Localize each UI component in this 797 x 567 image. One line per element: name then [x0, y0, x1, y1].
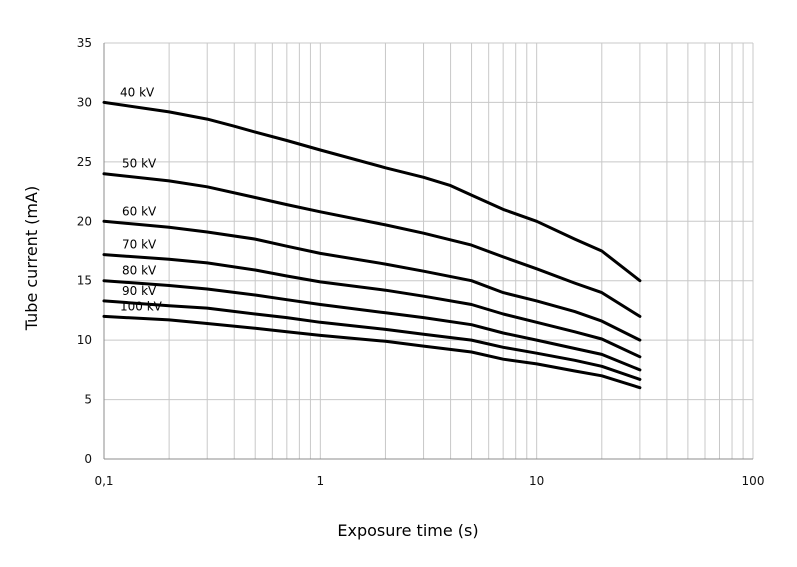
- x-tick-label: 100: [742, 474, 765, 488]
- series-label: 80 kV: [122, 264, 157, 278]
- y-tick-label: 15: [77, 274, 92, 288]
- series-line-90-kv: [102, 299, 642, 381]
- y-tick-label: 10: [77, 333, 92, 347]
- series-line-100-kv: [102, 314, 642, 390]
- y-tick-label: 25: [77, 155, 92, 169]
- x-axis-title: Exposure time (s): [337, 521, 478, 540]
- series-line-70-kv: [102, 253, 642, 359]
- series-lines: [102, 100, 642, 390]
- y-tick-label: 0: [84, 452, 92, 466]
- series-line-60-kv: [102, 219, 642, 342]
- series-label: 100 kV: [120, 299, 163, 313]
- y-tick-label: 30: [77, 95, 92, 109]
- series-label: 50 kV: [122, 157, 157, 171]
- series-line-80-kv: [102, 279, 642, 372]
- series-label: 40 kV: [120, 85, 155, 99]
- series-label: 90 kV: [122, 284, 157, 298]
- grid: [103, 42, 754, 460]
- axes: 0 5 10 15 20 25 30 35 0,1 1 10 100: [77, 36, 765, 488]
- series-line-40-kv: [102, 100, 642, 283]
- y-axis-title: Tube current (mA): [22, 186, 41, 331]
- series-label: 60 kV: [122, 204, 157, 218]
- y-tick-label: 5: [84, 393, 92, 407]
- y-tick-label: 20: [77, 214, 92, 228]
- series-label: 70 kV: [122, 238, 157, 252]
- y-tick-label: 35: [77, 36, 92, 50]
- x-tick-label: 0,1: [94, 474, 113, 488]
- x-tick-label: 1: [317, 474, 325, 488]
- series-line-50-kv: [102, 172, 642, 318]
- x-tick-label: 10: [529, 474, 544, 488]
